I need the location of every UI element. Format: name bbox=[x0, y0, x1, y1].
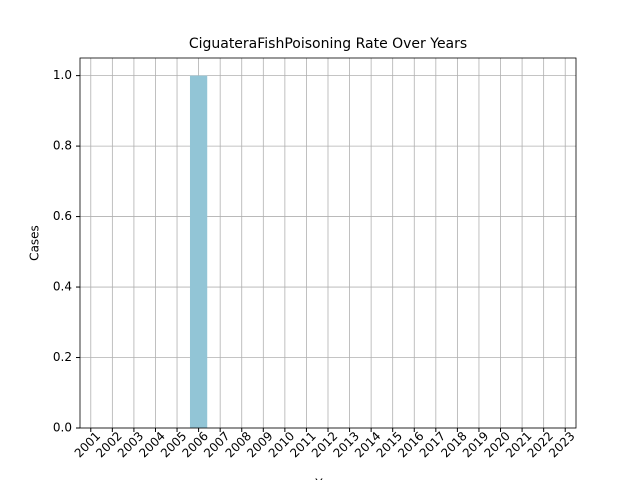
bar bbox=[189, 75, 208, 428]
y-tick-label: 0.6 bbox=[53, 209, 72, 223]
x-axis-label: Year bbox=[314, 477, 340, 480]
y-tick-label: 0.0 bbox=[53, 421, 72, 435]
y-tick-label: 0.2 bbox=[53, 350, 72, 364]
y-tick-label: 0.4 bbox=[53, 280, 72, 294]
y-axis-label: Cases bbox=[28, 225, 42, 261]
y-tick-label: 1.0 bbox=[53, 68, 72, 82]
chart-title: CiguateraFishPoisoning Rate Over Years bbox=[189, 36, 467, 52]
plot-frame bbox=[79, 57, 577, 429]
y-tick-label: 0.8 bbox=[53, 139, 72, 153]
